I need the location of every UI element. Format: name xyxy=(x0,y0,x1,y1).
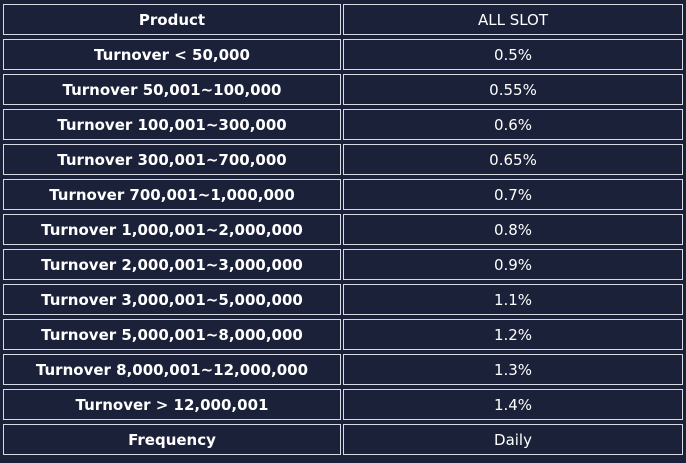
frequency-value: Daily xyxy=(343,424,683,455)
header-product: Product xyxy=(3,4,341,35)
frequency-row: Frequency Daily xyxy=(3,424,683,455)
turnover-label: Turnover 3,000,001~5,000,000 xyxy=(3,284,341,315)
rebate-value: 0.9% xyxy=(343,249,683,280)
table-row: Turnover 5,000,001~8,000,000 1.2% xyxy=(3,319,683,350)
rebate-value: 1.4% xyxy=(343,389,683,420)
table-row: Turnover 50,001~100,000 0.55% xyxy=(3,74,683,105)
rebate-value: 0.65% xyxy=(343,144,683,175)
header-row: Product ALL SLOT xyxy=(3,4,683,35)
rebate-value: 0.5% xyxy=(343,39,683,70)
rebate-table: Product ALL SLOT Turnover < 50,000 0.5% … xyxy=(3,4,683,455)
turnover-label: Turnover < 50,000 xyxy=(3,39,341,70)
turnover-label: Turnover 700,001~1,000,000 xyxy=(3,179,341,210)
turnover-label: Turnover 2,000,001~3,000,000 xyxy=(3,249,341,280)
table-row: Turnover 3,000,001~5,000,000 1.1% xyxy=(3,284,683,315)
table-row: Turnover 700,001~1,000,000 0.7% xyxy=(3,179,683,210)
table-row: Turnover 8,000,001~12,000,000 1.3% xyxy=(3,354,683,385)
rebate-value: 0.55% xyxy=(343,74,683,105)
turnover-label: Turnover 100,001~300,000 xyxy=(3,109,341,140)
rebate-value: 0.7% xyxy=(343,179,683,210)
turnover-label: Turnover 300,001~700,000 xyxy=(3,144,341,175)
header-all-slot: ALL SLOT xyxy=(343,4,683,35)
table-row: Turnover 2,000,001~3,000,000 0.9% xyxy=(3,249,683,280)
rebate-value: 1.1% xyxy=(343,284,683,315)
table-row: Turnover > 12,000,001 1.4% xyxy=(3,389,683,420)
frequency-label: Frequency xyxy=(3,424,341,455)
turnover-label: Turnover 5,000,001~8,000,000 xyxy=(3,319,341,350)
turnover-label: Turnover 50,001~100,000 xyxy=(3,74,341,105)
rebate-value: 0.6% xyxy=(343,109,683,140)
table-row: Turnover 300,001~700,000 0.65% xyxy=(3,144,683,175)
turnover-label: Turnover 8,000,001~12,000,000 xyxy=(3,354,341,385)
rebate-value: 1.2% xyxy=(343,319,683,350)
table-row: Turnover 1,000,001~2,000,000 0.8% xyxy=(3,214,683,245)
turnover-label: Turnover 1,000,001~2,000,000 xyxy=(3,214,341,245)
table-row: Turnover 100,001~300,000 0.6% xyxy=(3,109,683,140)
turnover-label: Turnover > 12,000,001 xyxy=(3,389,341,420)
rebate-value: 0.8% xyxy=(343,214,683,245)
table-row: Turnover < 50,000 0.5% xyxy=(3,39,683,70)
rebate-value: 1.3% xyxy=(343,354,683,385)
